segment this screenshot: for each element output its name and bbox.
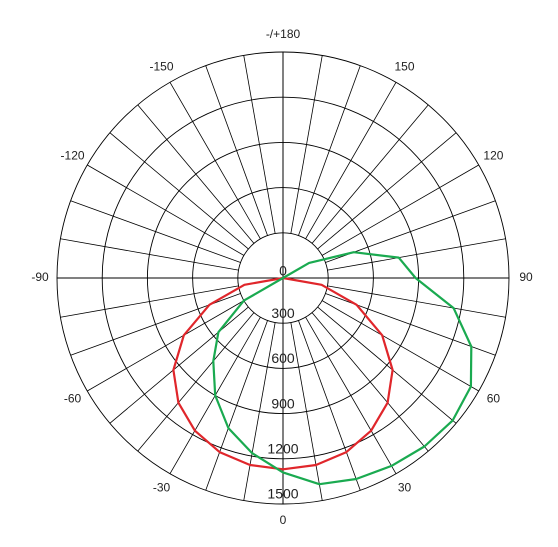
r-tick-label: 0 — [279, 263, 287, 279]
grid-ring — [101, 96, 465, 460]
grid-ring — [237, 232, 329, 324]
angle-tick-label: -30 — [153, 481, 171, 495]
r-tick-label: 600 — [271, 350, 295, 366]
r-tick-label: 1200 — [267, 441, 298, 457]
r-tick-label: 1500 — [267, 486, 298, 502]
angle-tick-label: -60 — [64, 392, 82, 406]
grid-ring — [192, 187, 374, 369]
angle-tick-label: 60 — [487, 392, 501, 406]
series-line — [172, 276, 394, 471]
angle-tick-label: 90 — [519, 270, 533, 284]
series-line — [212, 251, 473, 486]
grid-ring — [56, 51, 510, 505]
grid-ring — [146, 141, 420, 415]
angle-tick-label: -/+180 — [266, 27, 301, 41]
angle-tick-label: 150 — [394, 60, 414, 74]
angle-tick-label: -120 — [61, 149, 85, 163]
r-tick-label: 300 — [271, 305, 295, 321]
r-tick-label: 900 — [271, 395, 295, 411]
angle-tick-label: -150 — [149, 60, 173, 74]
angle-tick-label: 120 — [483, 149, 503, 163]
angle-tick-label: 0 — [280, 513, 287, 527]
angle-tick-label: 30 — [398, 481, 412, 495]
angle-tick-label: -90 — [31, 270, 49, 284]
